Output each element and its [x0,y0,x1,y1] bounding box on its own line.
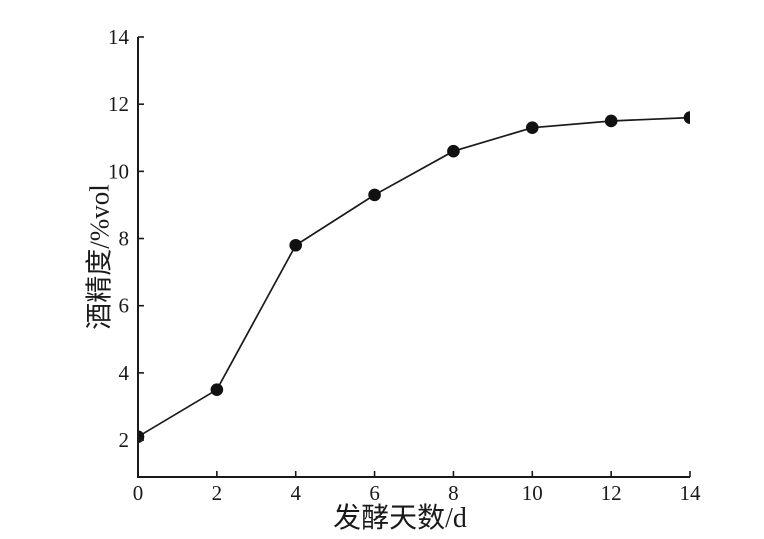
data-point-marker [525,121,539,134]
x-tick-label: 4 [290,481,301,505]
x-tick-label: 2 [212,481,223,505]
data-point-marker [447,144,460,158]
x-tick-label: 6 [369,481,380,505]
data-point-marker [289,238,303,252]
y-tick-label: 10 [108,159,129,183]
x-tick-label: 8 [448,481,459,505]
x-tick-label: 0 [133,481,144,505]
x-tick-label: 10 [522,481,543,505]
y-tick-label: 8 [119,227,130,251]
axis-frame [137,37,690,478]
y-tick-label: 12 [108,92,129,116]
x-tick-label: 14 [680,481,702,505]
x-axis-label: 发酵天数/d [333,503,467,534]
data-point-marker [368,188,381,202]
data-point-marker [210,383,224,396]
data-line [138,116,690,438]
y-tick-label: 4 [119,361,130,385]
y-tick-label: 6 [119,294,130,318]
y-tick-label: 2 [119,428,130,452]
x-tick-label: 12 [601,481,622,505]
data-point-marker [683,111,690,124]
data-point-marker [604,114,618,128]
y-tick-label: 14 [108,25,130,49]
y-axis-label: 酒精度/%vol [84,184,115,330]
